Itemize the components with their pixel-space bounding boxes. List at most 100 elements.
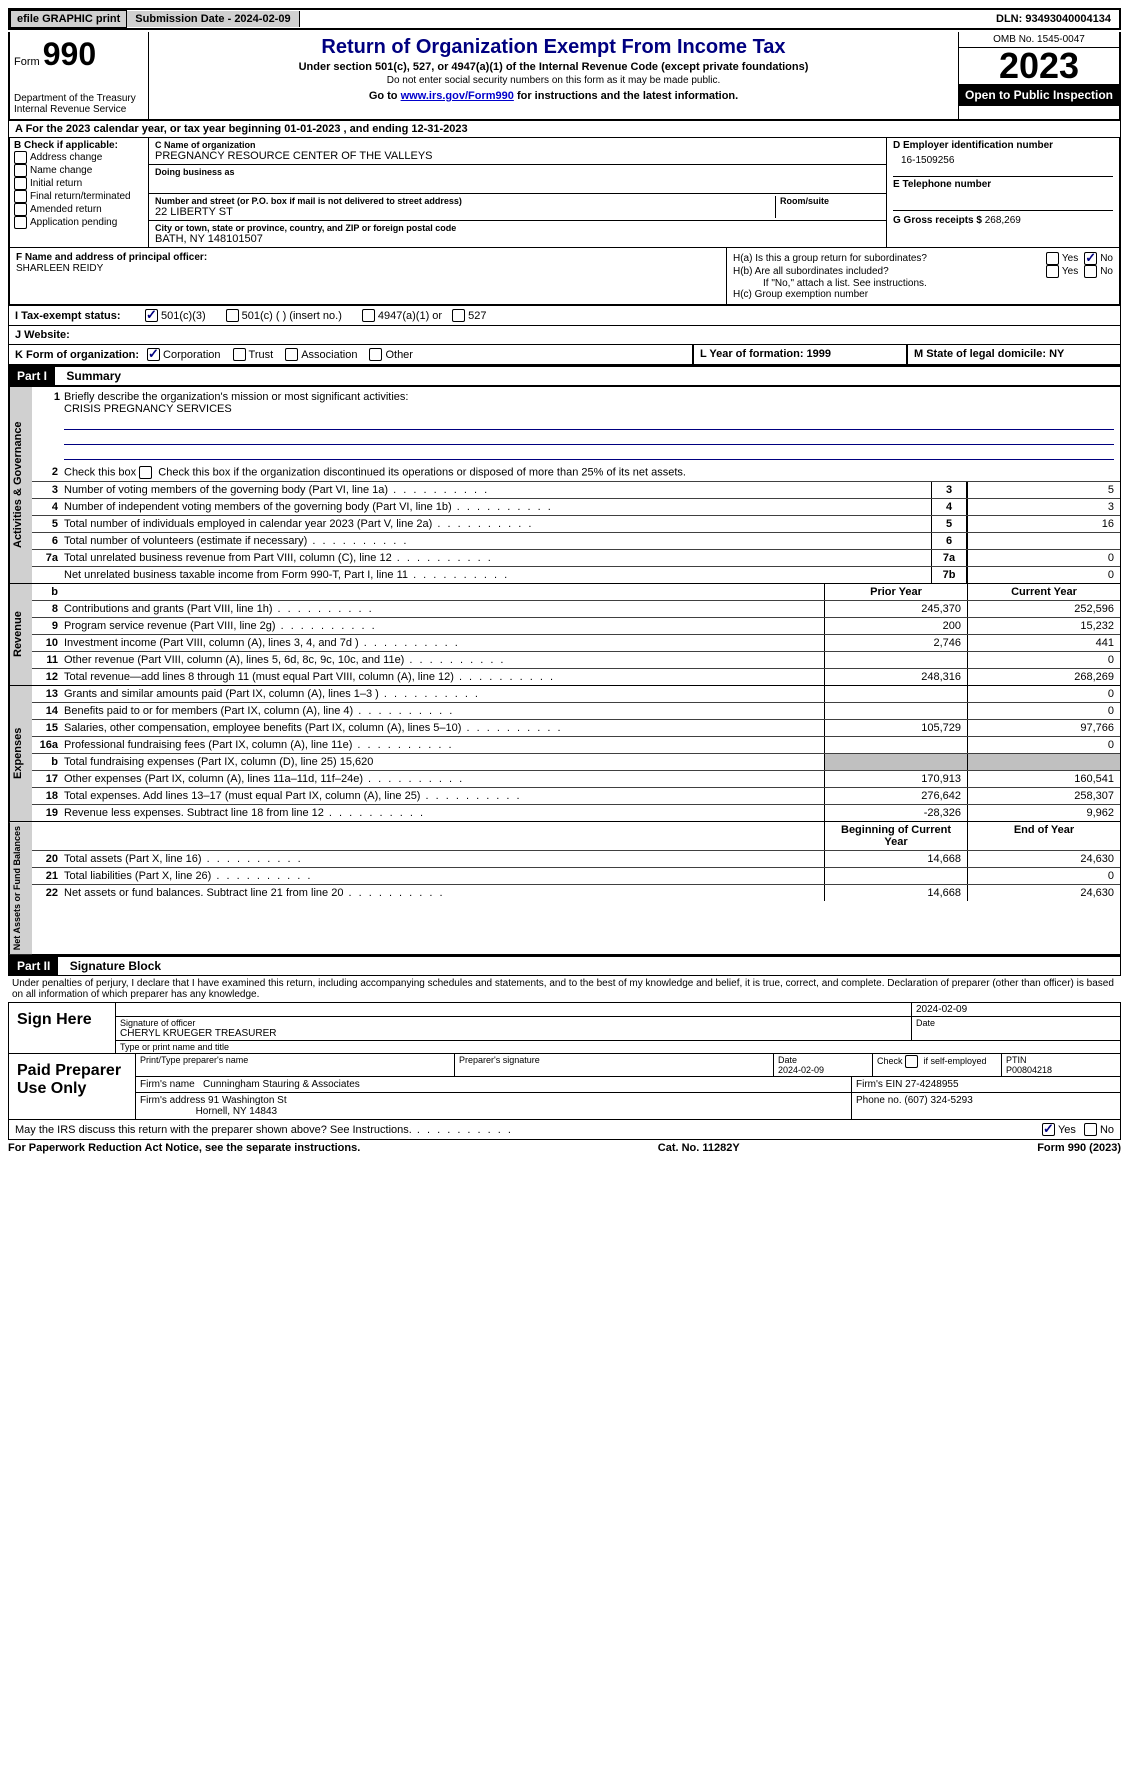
gov-line: 4Number of independent voting members of… [32,499,1120,516]
cb-name-change[interactable] [14,164,27,177]
discuss-yes: Yes [1058,1124,1076,1136]
print-name-label: Print/Type preparer's name [136,1054,454,1076]
row-klm: K Form of organization: Corporation Trus… [8,345,1121,365]
col-c-org: C Name of organization PREGNANCY RESOURC… [149,138,887,247]
firm-addr-label: Firm's address [140,1095,205,1106]
cb-4947[interactable] [362,309,375,322]
hb-label: H(b) Are all subordinates included? [733,266,1046,277]
officer-name: SHARLEEN REIDY [16,263,720,274]
c-name-label: C Name of organization [155,140,880,150]
cb-ha-no[interactable] [1084,252,1097,265]
revenue-line: 9Program service revenue (Part VIII, lin… [32,618,1120,635]
mission-label: Briefly describe the organization's miss… [64,391,408,403]
ein: 16-1509256 [893,151,1113,170]
efile-print-button[interactable]: efile GRAPHIC print [10,10,127,28]
cb-527[interactable] [452,309,465,322]
expense-line: 14Benefits paid to or for members (Part … [32,703,1120,720]
b-opt-5: Application pending [30,217,117,228]
phone: (607) 324-5293 [904,1095,972,1106]
expense-line: 17Other expenses (Part IX, column (A), l… [32,771,1120,788]
gov-line: Net unrelated business taxable income fr… [32,567,1120,583]
e-label: E Telephone number [893,176,1113,190]
gross-receipts: 268,269 [985,215,1021,226]
sig-officer-label: Signature of officer [120,1018,907,1028]
revenue-line: 11Other revenue (Part VIII, column (A), … [32,652,1120,669]
k-opt-3: Other [385,349,413,361]
cb-ha-yes[interactable] [1046,252,1059,265]
ha-no: No [1100,253,1113,264]
section-expenses: Expenses 13Grants and similar amounts pa… [8,686,1121,822]
date-label: Date [911,1017,1120,1040]
rev-b: b [32,584,62,600]
submission-date: Submission Date - 2024-02-09 [127,11,299,27]
part1-badge: Part I [9,367,55,385]
form-number: 990 [43,36,96,72]
discuss-text: May the IRS discuss this return with the… [15,1124,1042,1136]
cb-initial[interactable] [14,177,27,190]
cb-discontinued[interactable] [139,466,152,479]
cb-discuss-yes[interactable] [1042,1123,1055,1136]
penalties-text: Under penalties of perjury, I declare th… [8,976,1121,1002]
gov-line: 7aTotal unrelated business revenue from … [32,550,1120,567]
goto-pre: Go to [369,90,401,102]
city: BATH, NY 148101507 [155,233,880,245]
cat-no: Cat. No. 11282Y [658,1142,740,1154]
form-header: Form 990 Department of the Treasury Inte… [8,32,1121,121]
sign-date: 2024-02-09 [911,1003,1120,1017]
expense-line: 13Grants and similar amounts paid (Part … [32,686,1120,703]
firm-name-label: Firm's name [140,1079,195,1090]
cb-address-change[interactable] [14,151,27,164]
mission-text: CRISIS PREGNANCY SERVICES [64,403,232,415]
pdate: 2024-02-09 [778,1065,824,1075]
firm-ein: 27-4248955 [905,1079,958,1090]
form-subtitle: Under section 501(c), 527, or 4947(a)(1)… [153,61,954,73]
cb-corp[interactable] [147,348,160,361]
prep-sig-label: Preparer's signature [454,1054,773,1076]
cb-final[interactable] [14,190,27,203]
hc-label: H(c) Group exemption number [733,289,1113,300]
gov-line: 3Number of voting members of the governi… [32,482,1120,499]
pdate-label: Date [778,1055,797,1065]
cb-hb-no[interactable] [1084,265,1097,278]
open-inspection: Open to Public Inspection [959,84,1119,106]
gov-line: 5Total number of individuals employed in… [32,516,1120,533]
col-current: Current Year [967,584,1120,600]
b-opt-0: Address change [30,152,102,163]
discuss-no: No [1100,1124,1114,1136]
self-emp: Check if self-employed [872,1054,1001,1076]
cb-other[interactable] [369,348,382,361]
cb-discuss-no[interactable] [1084,1123,1097,1136]
b-opt-4: Amended return [30,204,102,215]
cb-self-employed[interactable] [905,1055,918,1068]
j-label: J Website: [15,329,70,341]
cb-app-pending[interactable] [14,216,27,229]
b-opt-3: Final return/terminated [30,191,131,202]
vert-governance: Activities & Governance [9,387,32,583]
i-opt-1: 501(c) ( ) (insert no.) [242,310,342,322]
col-b-checkboxes: B Check if applicable: Address change Na… [10,138,149,247]
cb-501c3[interactable] [145,309,158,322]
i-opt-3: 527 [468,310,486,322]
b-opt-1: Name change [30,165,92,176]
vert-revenue: Revenue [9,584,32,685]
part2-title: Signature Block [62,957,169,975]
ptin-label: PTIN [1006,1055,1027,1065]
col-end: End of Year [967,822,1120,850]
dln: DLN: 93493040004134 [988,11,1119,27]
expense-line: 15Salaries, other compensation, employee… [32,720,1120,737]
ptin: P00804218 [1006,1065,1052,1075]
ha-label: H(a) Is this a group return for subordin… [733,253,1046,264]
cb-assoc[interactable] [285,348,298,361]
k-opt-2: Association [301,349,357,361]
firm-name: Cunningham Stauring & Associates [203,1079,360,1090]
firm-city: Hornell, NY 14843 [196,1106,278,1117]
section-governance: Activities & Governance 1 Briefly descri… [8,386,1121,584]
cb-amended[interactable] [14,203,27,216]
cb-trust[interactable] [233,348,246,361]
irs-link[interactable]: www.irs.gov/Form990 [401,90,514,102]
vert-netassets: Net Assets or Fund Balances [9,822,32,954]
section-revenue: Revenue b Prior Year Current Year 8Contr… [8,584,1121,686]
cb-hb-yes[interactable] [1046,265,1059,278]
sign-here-label: Sign Here [9,1003,116,1053]
cb-501c[interactable] [226,309,239,322]
